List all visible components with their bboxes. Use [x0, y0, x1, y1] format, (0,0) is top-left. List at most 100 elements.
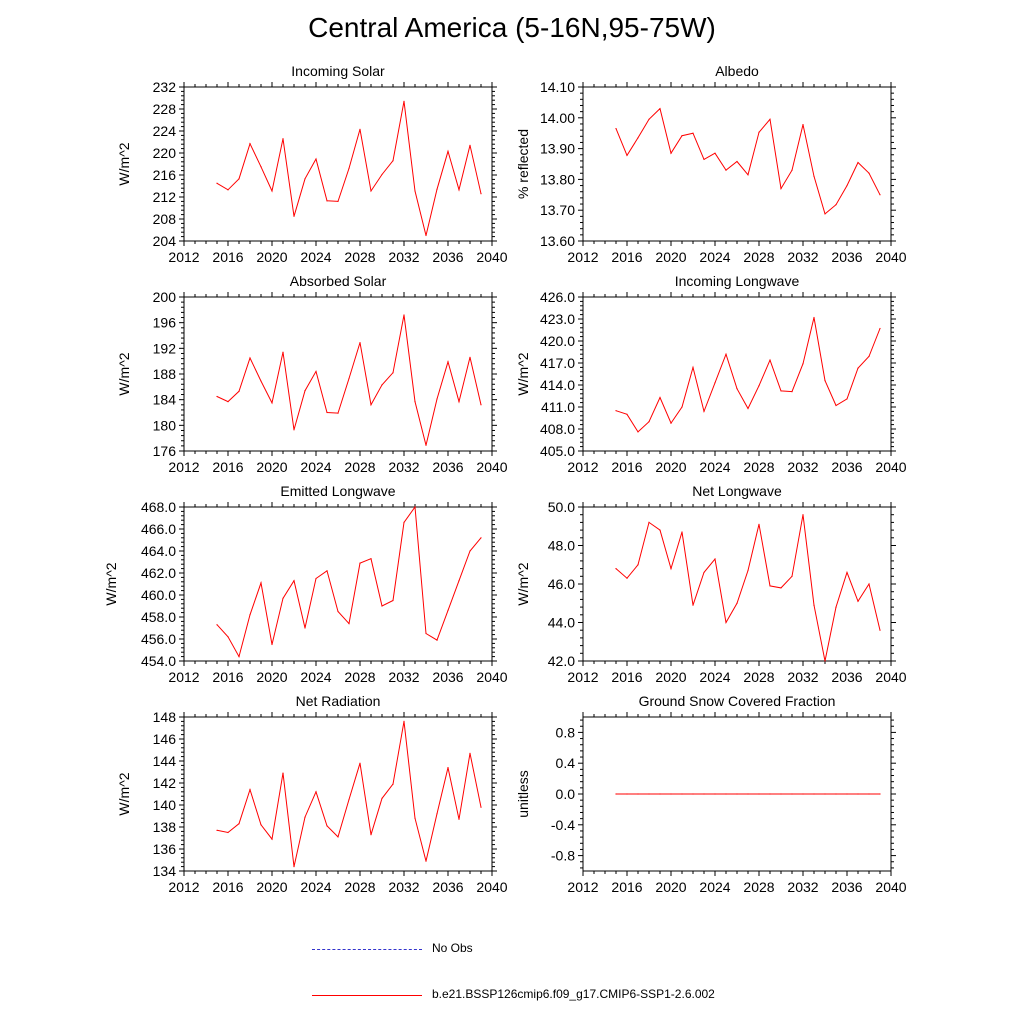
data-point [703, 571, 705, 574]
y-tick-label: 458.0 [141, 609, 176, 625]
data-point [780, 793, 782, 795]
data-point [480, 806, 482, 808]
x-tick-label: 2032 [388, 249, 419, 265]
x-tick-label: 2024 [699, 249, 730, 265]
panel-title: Albedo [715, 63, 759, 79]
panel-emitted-longwave: 2012 2016 2020 2024 2028 2032 2036 2040 454.0 456… [103, 483, 508, 685]
legend-model-line [312, 995, 422, 996]
data-point [381, 797, 383, 800]
x-tick-label: 2012 [168, 879, 199, 895]
data-point [249, 143, 251, 145]
data-point [648, 521, 650, 524]
x-tick-label: 2028 [344, 669, 375, 685]
y-axis-label: W/m^2 [515, 352, 531, 395]
x-tick-label: 2040 [875, 879, 906, 895]
data-point [626, 793, 628, 795]
y-tick-label: 44.0 [548, 615, 575, 631]
y-tick-label: 456.0 [141, 631, 176, 647]
data-point [315, 158, 317, 160]
x-tick-label: 2012 [567, 879, 598, 895]
data-point [370, 558, 372, 560]
data-point [370, 190, 372, 192]
panel-title: Net Longwave [692, 483, 782, 499]
data-point [293, 580, 295, 582]
y-tick-label: 220 [153, 145, 177, 161]
data-point [846, 571, 848, 574]
data-point [227, 831, 229, 834]
x-tick-label: 2040 [476, 669, 507, 685]
y-tick-label: -0.4 [551, 817, 575, 833]
y-tick-label: 411.0 [541, 399, 575, 415]
data-point [692, 604, 694, 606]
x-tick-label: 2016 [611, 669, 642, 685]
panel-absorbed-solar: 2012 2016 2020 2024 2028 2032 2036 2040 176 180 18… [116, 273, 508, 475]
data-point [348, 377, 350, 380]
data-point [293, 215, 295, 217]
x-tick-label: 2036 [831, 459, 862, 475]
data-point [681, 793, 683, 795]
y-tick-label: 232 [153, 79, 177, 95]
data-point [359, 562, 361, 564]
y-tick-label: 50.0 [548, 499, 575, 515]
y-tick-label: 14.10 [540, 79, 575, 95]
x-tick-label: 2012 [168, 249, 199, 265]
data-point [802, 514, 804, 516]
x-tick-label: 2020 [256, 879, 287, 895]
data-point [747, 174, 749, 176]
data-point [813, 604, 815, 606]
panel-title: Emitted Longwave [280, 483, 395, 499]
data-point [414, 817, 416, 819]
y-tick-label: 454.0 [141, 653, 176, 669]
y-tick-label: -0.8 [551, 848, 575, 864]
data-point [414, 506, 416, 508]
data-point [469, 550, 471, 552]
data-point [271, 643, 273, 646]
x-tick-label: 2024 [699, 669, 730, 685]
panel-title: Net Radiation [296, 693, 381, 709]
data-point [692, 132, 694, 134]
data-point [769, 359, 771, 361]
y-tick-label: 13.90 [540, 141, 575, 157]
data-point [791, 793, 793, 795]
data-point [791, 169, 793, 171]
data-point [315, 370, 317, 373]
y-tick-label: 188 [153, 366, 177, 382]
y-tick-label: 200 [153, 289, 177, 305]
x-tick-label: 2032 [388, 669, 419, 685]
data-point [747, 407, 749, 410]
data-point [436, 188, 438, 190]
data-point [824, 380, 826, 382]
data-point [714, 382, 716, 384]
data-point [835, 793, 837, 795]
y-tick-label: 42.0 [548, 653, 575, 669]
data-point [802, 363, 804, 365]
x-tick-label: 2028 [344, 459, 375, 475]
x-tick-label: 2036 [432, 459, 463, 475]
y-tick-label: 180 [153, 417, 177, 433]
data-point [249, 357, 251, 359]
data-point [824, 660, 826, 662]
panel-title: Incoming Longwave [675, 273, 800, 289]
x-tick-label: 2032 [388, 879, 419, 895]
data-point [615, 127, 617, 130]
data-point [425, 860, 427, 862]
data-point [458, 400, 460, 403]
x-tick-label: 2032 [388, 459, 419, 475]
data-point [403, 720, 405, 723]
data-point [304, 390, 306, 392]
data-point [469, 356, 471, 358]
y-axis-label: W/m^2 [515, 562, 531, 605]
y-tick-label: 426.0 [540, 289, 575, 305]
data-point [846, 793, 848, 795]
data-point [879, 327, 881, 330]
data-point [348, 623, 350, 625]
y-axis-label: W/m^2 [103, 562, 119, 605]
y-tick-label: 420.0 [540, 333, 575, 349]
data-point [791, 575, 793, 577]
data-point [282, 772, 284, 774]
data-point [648, 118, 650, 120]
y-tick-label: 408.0 [540, 421, 575, 437]
y-tick-label: 0.0 [556, 786, 576, 802]
data-point [791, 391, 793, 393]
series-line [216, 314, 482, 446]
